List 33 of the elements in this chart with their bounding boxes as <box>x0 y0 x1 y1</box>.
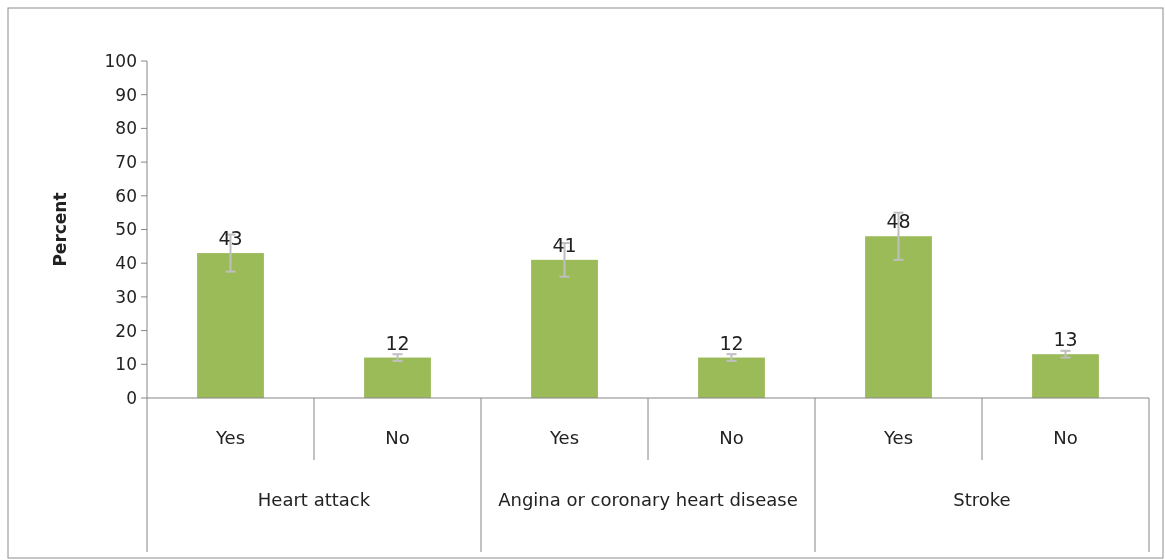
x-tick-label: Yes <box>882 427 914 449</box>
x-tick-label: No <box>385 427 410 449</box>
data-label: 48 <box>886 210 911 233</box>
y-tick-label: 80 <box>115 118 137 139</box>
x-tick-label: No <box>719 427 744 449</box>
x-tick-label: No <box>1053 427 1078 449</box>
y-tick-label: 60 <box>115 185 137 206</box>
y-tick-label: 90 <box>115 84 137 105</box>
y-axis-title: Percent <box>50 192 70 267</box>
x-tick-label: Yes <box>548 427 580 449</box>
bar <box>1032 354 1099 398</box>
y-tick-label: 50 <box>115 219 137 240</box>
text: Heart attack <box>257 489 371 511</box>
y-tick-label: 0 <box>126 387 137 408</box>
bar <box>531 259 598 398</box>
y-tick-label: 20 <box>115 320 137 341</box>
data-label: 12 <box>719 331 744 354</box>
y-tick-label: 70 <box>115 152 137 173</box>
y-tick-label: 40 <box>115 253 137 274</box>
y-tick-label: 30 <box>115 286 137 307</box>
x-tick-label: Yes <box>214 427 246 449</box>
data-label: 12 <box>385 331 410 354</box>
text: Stroke <box>953 489 1011 511</box>
bar <box>865 236 932 398</box>
y-tick-label: 100 <box>104 50 137 71</box>
bar <box>197 253 264 398</box>
text: Angina or coronary heart disease <box>498 489 798 511</box>
data-label: 43 <box>218 227 243 250</box>
data-label: 13 <box>1053 328 1078 351</box>
data-label: 41 <box>552 233 577 256</box>
bar <box>364 357 431 398</box>
y-tick-label: 10 <box>115 354 137 375</box>
bar <box>698 357 765 398</box>
